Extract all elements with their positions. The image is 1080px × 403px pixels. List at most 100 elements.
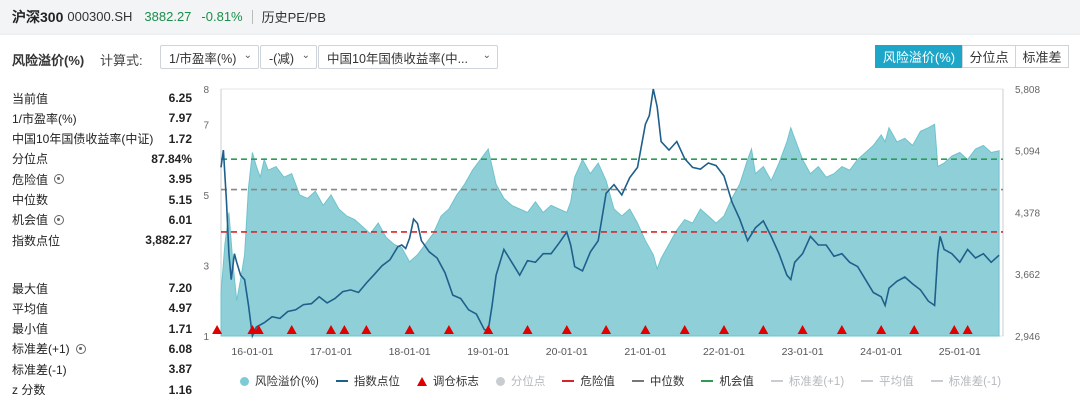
legend-item[interactable]: 平均值 [861, 373, 914, 389]
stat-label: 指数点位 [12, 232, 60, 249]
stat-label: 平均值 [12, 300, 48, 317]
select-value: -(减) [269, 51, 294, 66]
x-tick-label: 24-01-01 [860, 346, 902, 358]
stat-value: 3.87 [168, 362, 192, 377]
stat-label: 危险值 [12, 171, 65, 188]
y-left-tick-label: 1 [203, 332, 209, 343]
legend-label: 指数点位 [353, 376, 400, 388]
legend-label: 机会值 [719, 376, 754, 388]
index-level-line [220, 88, 1000, 339]
legend-item[interactable]: 调仓标志 [416, 373, 479, 389]
stat-value: 6.25 [168, 91, 192, 105]
stat-label-text: z 分数 [12, 383, 46, 397]
legend-item[interactable]: 机会值 [701, 373, 754, 389]
legend-label: 标准差(+1) [788, 376, 845, 388]
stat-label-text: 机会值 [12, 213, 49, 228]
stat-label-text: 分位点 [12, 152, 49, 167]
stat-value: 1.72 [168, 131, 192, 146]
y-left-tick-label: 7 [203, 120, 209, 131]
legend-item[interactable]: 标准差(-1) [930, 373, 1002, 389]
y-left-tick-label: 5 [203, 191, 209, 202]
x-tick-label: 22-01-01 [703, 346, 745, 358]
stat-label-text: 指数点位 [12, 233, 61, 248]
rebalance-marker [909, 325, 920, 334]
formula-operator-select[interactable]: -(减) ⌄ [260, 45, 317, 69]
index-change: -0.81% [201, 9, 243, 24]
rebalance-marker [962, 325, 973, 334]
rebalance-marker [247, 325, 258, 334]
legend-label: 风险溢价(%) [255, 376, 319, 388]
legend-label: 分位点 [510, 376, 546, 388]
y-left-tick-label: 3 [203, 261, 209, 272]
stat-row: 标准差(+1) 6.08 [12, 340, 192, 358]
stat-value: 87.84% [151, 151, 192, 166]
rebalance-marker [561, 325, 572, 334]
legend-line-icon [335, 380, 348, 382]
stat-label-text: 标准差(+1) [12, 342, 70, 357]
history-pe-pb-link[interactable]: 历史PE/PB [261, 10, 326, 25]
stat-row: z 分数 1.16 [12, 381, 192, 399]
settings-icon[interactable] [75, 343, 86, 354]
rebalance-marker [601, 325, 612, 334]
stat-label: 标准差(-1) [12, 361, 67, 378]
rebalance-marker [797, 325, 808, 334]
stat-label: 当前值 [12, 90, 48, 107]
select-value: 中国10年国债收益率(中... [327, 51, 468, 66]
y-right-tick-label: 3,662 [1015, 270, 1040, 281]
stat-row: 指数点位 3,882.27 [12, 231, 192, 249]
settings-icon[interactable] [54, 214, 65, 225]
stat-label-text: 中位数 [12, 193, 49, 207]
rebalance-marker [640, 325, 651, 334]
stat-label: z 分数 [12, 381, 45, 398]
stat-value: 6.01 [168, 212, 192, 227]
x-tick-label: 25-01-01 [939, 346, 981, 358]
stat-label: 最大值 [12, 280, 48, 297]
legend-dot-icon [240, 376, 249, 386]
legend-label: 调仓标志 [432, 376, 479, 388]
tab-std-dev[interactable]: 标准差 [1015, 45, 1069, 68]
rebalance-marker [949, 325, 960, 334]
stat-label: 最小值 [12, 320, 48, 337]
formula-operand2-select[interactable]: 中国10年国债收益率(中... ⌄ [318, 45, 498, 69]
legend-dash-icon [562, 380, 575, 382]
stat-value: 1.16 [168, 382, 192, 397]
y-right-tick-label: 4,378 [1015, 208, 1040, 219]
stat-row: 当前值 6.25 [12, 89, 192, 107]
formula-label: 计算式: [100, 53, 143, 68]
select-value: 1/市盈率(%) [169, 51, 237, 66]
rebalance-marker [212, 325, 223, 334]
legend-item[interactable]: 风险溢价(%) [240, 373, 319, 389]
stat-label-text: 中国10年国债收益率(中证) [12, 132, 154, 147]
chart-legend: 风险溢价(%) 指数点位 调仓标志 分位点 危险值 中位数 机会值 标准差(+1) 平均值 标准差… [240, 373, 1018, 389]
legend-item[interactable]: 指数点位 [335, 373, 400, 389]
stat-label-text: 标准差(-1) [12, 362, 67, 377]
stat-value: 6.08 [168, 341, 192, 356]
stat-row: 标准差(-1) 3.87 [12, 360, 192, 378]
stat-label: 分位点 [12, 150, 48, 167]
stat-label: 机会值 [12, 211, 65, 228]
stat-label-text: 最大值 [12, 281, 49, 296]
legend-item[interactable]: 中位数 [631, 373, 684, 389]
stat-label: 1/市盈率(%) [12, 110, 77, 127]
stat-label-text: 最小值 [12, 322, 49, 337]
legend-dot-icon [495, 376, 505, 386]
tab-percentile[interactable]: 分位点 [962, 45, 1016, 68]
chevron-down-icon: ⌄ [301, 50, 310, 61]
legend-item[interactable]: 分位点 [495, 373, 546, 389]
stat-value: 3,882.27 [145, 233, 192, 248]
stat-label: 中国10年国债收益率(中证) [12, 130, 153, 147]
stat-row: 最小值 1.71 [12, 320, 192, 338]
rebalance-marker [361, 325, 372, 334]
formula-operand1-select[interactable]: 1/市盈率(%) ⌄ [160, 45, 259, 69]
rebalance-marker [443, 325, 454, 334]
stat-value: 4.97 [168, 301, 192, 316]
stat-row: 中位数 5.15 [12, 191, 192, 209]
legend-label: 标准差(-1) [948, 376, 1002, 388]
legend-dash-icon [770, 380, 783, 382]
legend-item[interactable]: 危险值 [562, 373, 615, 389]
legend-item[interactable]: 标准差(+1) [770, 373, 845, 389]
settings-icon[interactable] [54, 174, 65, 185]
chevron-down-icon: ⌄ [482, 50, 491, 61]
stat-row: 最大值 7.20 [12, 279, 192, 297]
rebalance-marker [718, 325, 729, 334]
